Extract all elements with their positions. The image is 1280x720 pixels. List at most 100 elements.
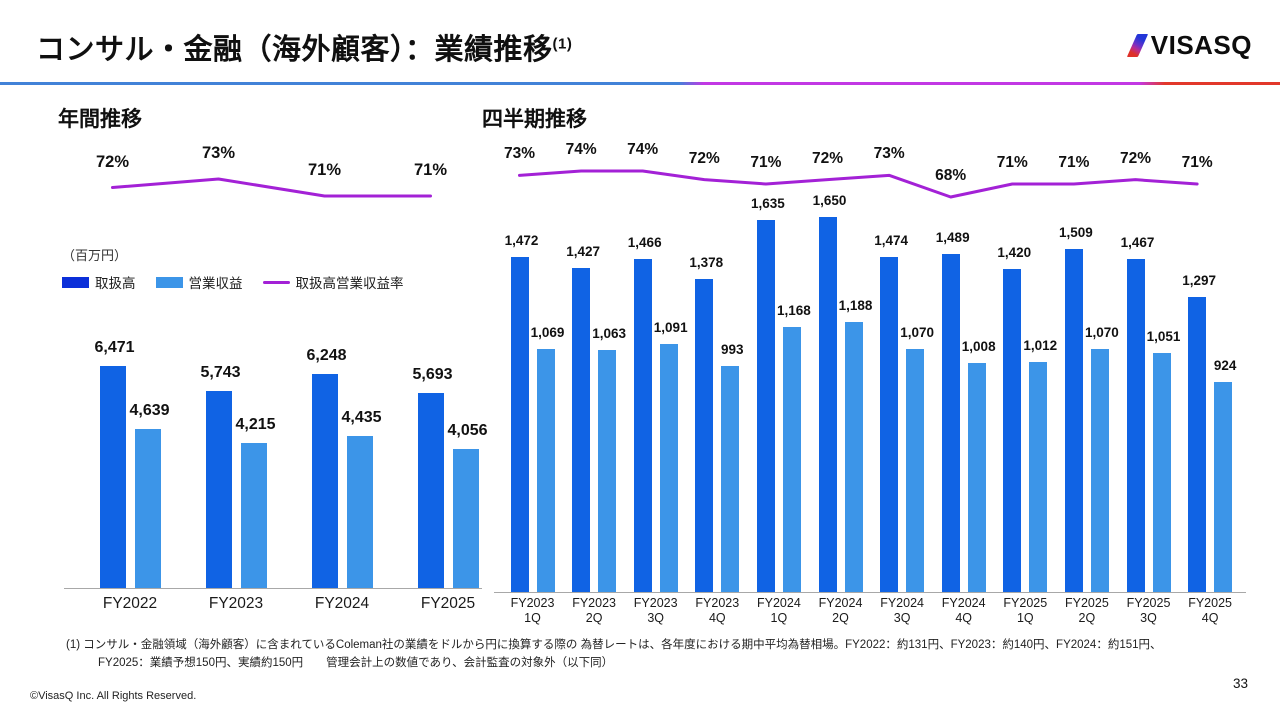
value-label: 1,509 [1058, 225, 1093, 241]
bar-営業収益 [906, 348, 925, 592]
value-label: 5,693 [412, 365, 453, 383]
category-label: FY2025 1Q [1003, 596, 1048, 625]
value-label: 4,215 [235, 416, 276, 434]
ratio-label: 71% [996, 154, 1028, 171]
value-label: 924 [1213, 358, 1237, 373]
value-label: 4,639 [129, 401, 170, 419]
category-label: FY2023 1Q [510, 596, 555, 625]
bar-取扱高 [205, 390, 232, 588]
value-label: 1,063 [592, 326, 626, 342]
value-label: 1,420 [997, 245, 1032, 261]
page-title-text: コンサル・金融（海外顧客）：業績推移 [36, 34, 553, 66]
legend-label: 取扱高 [95, 276, 136, 291]
value-label: 1,069 [530, 325, 565, 341]
bar-営業収益 [536, 349, 555, 592]
ratio-label: 73% [503, 145, 536, 163]
category-label: FY2022 [102, 595, 158, 612]
legend-label: 営業収益 [188, 276, 243, 291]
bar-取扱高 [1003, 269, 1022, 592]
bar-営業収益 [659, 344, 678, 592]
ratio-label: 71% [413, 161, 448, 179]
bar-取扱高 [941, 253, 960, 592]
value-label: 1,297 [1182, 273, 1216, 289]
category-label: FY2024 2Q [818, 596, 863, 625]
value-label: 1,472 [504, 233, 539, 249]
ratio-label: 71% [307, 161, 342, 179]
bar-取扱高 [417, 392, 444, 588]
category-label: FY2025 3Q [1126, 596, 1171, 625]
ratio-label: 74% [627, 141, 659, 158]
visasq-logo-text: VISASQ [1150, 30, 1252, 60]
ratio-label: 71% [1181, 154, 1213, 171]
value-label: 993 [721, 342, 744, 358]
ratio-label: 72% [811, 149, 844, 167]
bar-営業収益 [1152, 353, 1171, 592]
bar-営業収益 [240, 443, 267, 588]
value-label: 6,471 [94, 339, 135, 356]
footnote: (1) コンサル・金融領域（海外顧客）に含まれているColeman社の業績をドル… [66, 637, 1246, 673]
value-label: 1,070 [1084, 324, 1119, 340]
bar-取扱高 [1126, 258, 1145, 592]
ratio-label: 73% [201, 144, 236, 162]
value-label: 1,051 [1146, 329, 1181, 345]
bar-営業収益 [452, 448, 479, 588]
value-label: 1,650 [812, 193, 847, 208]
bar-取扱高 [1188, 297, 1207, 592]
bar-取扱高 [572, 267, 591, 592]
bar-営業収益 [721, 366, 740, 592]
bar-取扱高 [818, 217, 837, 592]
value-label: 1,474 [874, 233, 908, 248]
page-number: 33 [1232, 676, 1248, 691]
gross-volume-swatch [62, 276, 89, 288]
visasq-logo: VISASQ [1126, 30, 1252, 61]
category-label: FY2024 1Q [757, 596, 801, 625]
ratio-label: 74% [565, 141, 597, 158]
value-label: 1,070 [900, 324, 934, 340]
copyright: ©VisasQ Inc. All Rights Reserved. [30, 690, 197, 702]
legend-item-ratio: 取扱高営業収益率 [262, 272, 404, 292]
value-label: 1,188 [838, 298, 873, 313]
value-label: 4,435 [341, 408, 382, 426]
annual-chart-title: 年間推移 [58, 108, 142, 131]
category-label: FY2024 4Q [941, 596, 986, 625]
bar-取扱高 [1064, 249, 1083, 592]
value-label: 5,743 [200, 363, 241, 381]
value-label: 1,378 [689, 254, 724, 270]
bar-営業収益 [967, 362, 986, 592]
bar-営業収益 [1090, 348, 1109, 592]
bar-営業収益 [1029, 362, 1048, 592]
title-footnote-ref: (1) [552, 35, 573, 53]
ratio-label: 72% [95, 152, 130, 171]
category-label: FY2023 [208, 595, 264, 612]
page-title: コンサル・金融（海外顧客）：業績推移(1) [36, 26, 572, 68]
value-label: 6,248 [306, 346, 347, 364]
operating-revenue-swatch [155, 276, 183, 288]
value-label: 1,012 [1023, 338, 1058, 353]
legend-label: 取扱高営業収益率 [295, 276, 404, 291]
value-label: 1,635 [750, 196, 785, 212]
title-divider [0, 82, 1280, 85]
category-label: FY2023 3Q [633, 596, 678, 625]
bar-営業収益 [844, 322, 863, 592]
category-label: FY2023 2Q [572, 596, 616, 625]
legend-item-operating-revenue: 営業収益 [155, 272, 243, 292]
value-label: 1,467 [1120, 234, 1155, 250]
bar-取扱高 [311, 373, 338, 588]
bar-営業収益 [346, 435, 373, 588]
value-label: 1,489 [935, 229, 970, 245]
bar-取扱高 [99, 366, 126, 588]
bar-取扱高 [880, 257, 899, 592]
bar-営業収益 [1214, 382, 1233, 592]
bar-取扱高 [510, 257, 529, 592]
bar-営業収益 [134, 428, 161, 588]
bar-取扱高 [756, 220, 775, 592]
bar-取扱高 [695, 278, 714, 592]
category-label: FY2025 [420, 595, 476, 612]
quarterly-chart-title: 四半期推移 [482, 108, 587, 131]
value-label: 4,056 [447, 421, 488, 439]
ratio-label: 73% [873, 145, 905, 163]
ratio-label: 71% [750, 154, 782, 171]
value-label: 1,168 [776, 302, 811, 318]
